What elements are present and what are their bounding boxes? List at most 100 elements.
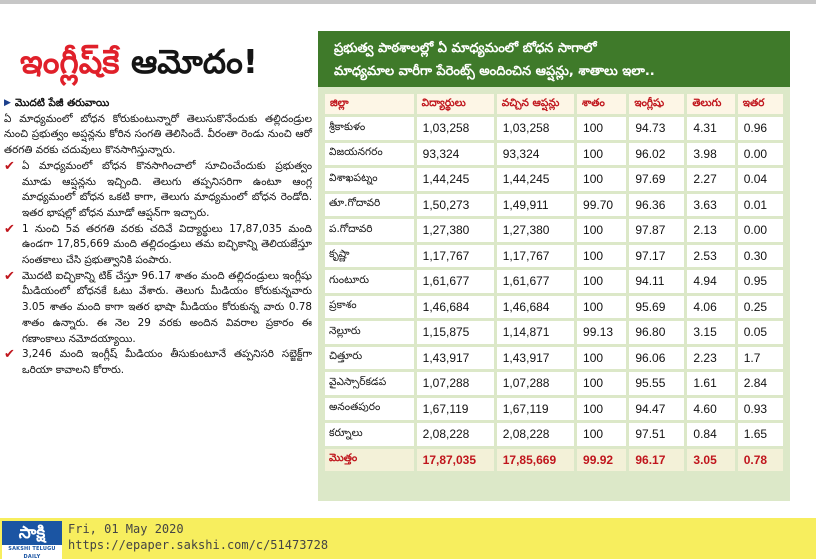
value-cell: 1,03,258 <box>496 117 575 140</box>
district-cell: ప్రకాశం <box>325 295 414 318</box>
value-cell: 0.00 <box>737 142 783 165</box>
table-row: విజయనగరం 93,324 93,324 100 96.02 3.98 0.00 <box>325 142 783 165</box>
col-district: జిల్లా <box>325 94 414 114</box>
value-cell: 0.84 <box>687 423 735 446</box>
article-point-text: మొదటి ఐచ్ఛికాన్ని టిక్ చేస్తూ 96.17 శాతం… <box>22 269 312 345</box>
col-other: ఇతర <box>737 94 783 114</box>
col-options: వచ్చిన ఆప్షన్లు <box>496 94 575 114</box>
value-cell: 4.31 <box>687 117 735 140</box>
value-cell: 100 <box>577 346 627 369</box>
value-cell: 96.02 <box>629 142 685 165</box>
value-cell: 100 <box>577 168 627 191</box>
article-point-text: 3,246 మంది ఇంగ్లీష్ మీడియం తీసుకుంటూనే త… <box>22 348 312 376</box>
value-cell: 4.94 <box>687 270 735 293</box>
table-row: అనంతపురం 1,67,119 1,67,119 100 94.47 4.60 0.93 <box>325 397 783 420</box>
value-cell: 100 <box>577 423 627 446</box>
table-row: వైఎస్సార్‌కడప 1,07,288 1,07,288 100 95.55 1.6… <box>325 372 783 395</box>
headline-black: ఆమోదం! <box>119 42 258 81</box>
table-row: ప్రకాశం 1,46,684 1,46,684 100 95.69 4.06 0.25 <box>325 295 783 318</box>
district-cell: వైఎస్సార్‌కడప <box>325 372 414 395</box>
value-cell: 3.15 <box>687 321 735 344</box>
value-cell: 1.65 <box>737 423 783 446</box>
value-cell: 0.30 <box>737 244 783 267</box>
panel-title-line-2: మాధ్యమాల వారీగా పేరెంట్స్ అందించిన ఆప్షన… <box>334 64 655 79</box>
article-body: ▶ మొదటి పేజీ తరువాయి ఏ మాధ్యమంలో బోధన కో… <box>4 96 312 514</box>
value-cell: 1.61 <box>687 372 735 395</box>
value-cell: 0.96 <box>737 117 783 140</box>
district-cell: విశాఖపట్నం <box>325 168 414 191</box>
value-cell: 1,46,684 <box>416 295 494 318</box>
value-cell: 96.06 <box>629 346 685 369</box>
district-cell: విజయనగరం <box>325 142 414 165</box>
district-cell: అనంతపురం <box>325 397 414 420</box>
article-point: ✔ ఏ మాధ్యమంలో బోధన కొనసాగించాలో సూచించేం… <box>4 159 312 222</box>
value-cell: 1,07,288 <box>416 372 494 395</box>
value-cell: 96.80 <box>629 321 685 344</box>
value-cell: 100 <box>577 142 627 165</box>
headline-red: ఇంగ్లీష్‌కే <box>20 42 120 81</box>
triangle-bullet-icon: ▶ <box>4 98 11 108</box>
value-cell: 100 <box>577 270 627 293</box>
table-row: నెల్లూరు 1,15,875 1,14,871 99.13 96.80 3.15 0.… <box>325 321 783 344</box>
value-cell: 100 <box>577 295 627 318</box>
value-cell: 2,08,228 <box>416 423 494 446</box>
value-cell: 17,87,035 <box>416 448 494 471</box>
value-cell: 1,67,119 <box>416 397 494 420</box>
value-cell: 1,17,767 <box>496 244 575 267</box>
value-cell: 1,61,677 <box>496 270 575 293</box>
check-icon: ✔ <box>4 158 15 174</box>
value-cell: 2,08,228 <box>496 423 575 446</box>
value-cell: 0.04 <box>737 168 783 191</box>
check-icon: ✔ <box>4 221 15 237</box>
value-cell: 0.01 <box>737 193 783 216</box>
value-cell: 1,49,911 <box>496 193 575 216</box>
value-cell: 1,17,767 <box>416 244 494 267</box>
logo-brand: సాక్షి <box>18 523 46 543</box>
value-cell: 96.17 <box>629 448 685 471</box>
value-cell: 1,44,245 <box>496 168 575 191</box>
value-cell: 1,27,380 <box>416 219 494 242</box>
value-cell: 97.87 <box>629 219 685 242</box>
article-point: ✔ 1 నుంచి 5వ తరగతి వరకు చదివే విద్యార్థు… <box>4 222 312 269</box>
sakshi-logo: సాక్షి SAKSHI TELUGU DAILY <box>2 521 62 559</box>
district-cell: శ్రీకాకుళం <box>325 117 414 140</box>
value-cell: 96.36 <box>629 193 685 216</box>
table-total-row: మొత్తం 17,87,035 17,85,669 99.92 96.17 3.05 0.… <box>325 448 783 471</box>
check-icon: ✔ <box>4 347 15 363</box>
article-point: ✔ మొదటి ఐచ్ఛికాన్ని టిక్ చేస్తూ 96.17 శా… <box>4 269 312 348</box>
value-cell: 0.00 <box>737 219 783 242</box>
col-telugu: తెలుగు <box>687 94 735 114</box>
district-cell: నెల్లూరు <box>325 321 414 344</box>
value-cell: 100 <box>577 372 627 395</box>
value-cell: 1,46,684 <box>496 295 575 318</box>
table-row: కర్నూలు 2,08,228 2,08,228 100 97.51 0.84 1.65 <box>325 423 783 446</box>
value-cell: 0.93 <box>737 397 783 420</box>
value-cell: 93,324 <box>496 142 575 165</box>
value-cell: 0.25 <box>737 295 783 318</box>
value-cell: 2.53 <box>687 244 735 267</box>
value-cell: 3.98 <box>687 142 735 165</box>
district-table: జిల్లా విద్యార్థులు వచ్చిన ఆప్షన్లు శాతం… <box>322 91 786 474</box>
value-cell: 95.69 <box>629 295 685 318</box>
article-point-text: ఏ మాధ్యమంలో బోధన కొనసాగించాలో సూచించేందు… <box>22 159 312 219</box>
value-cell: 2.27 <box>687 168 735 191</box>
check-icon: ✔ <box>4 268 15 284</box>
panel-title-line-1: ప్రభుత్వ పాఠశాలల్లో ఏ మాధ్యమంలో బోధన సాగ… <box>334 41 597 56</box>
value-cell: 2.23 <box>687 346 735 369</box>
value-cell: 1,07,288 <box>496 372 575 395</box>
value-cell: 100 <box>577 397 627 420</box>
table-row: కృష్ణా 1,17,767 1,17,767 100 97.17 2.53 0.30 <box>325 244 783 267</box>
value-cell: 1,03,258 <box>416 117 494 140</box>
footer-bar: సాక్షి SAKSHI TELUGU DAILY Fri, 01 May 2… <box>0 518 816 559</box>
value-cell: 4.60 <box>687 397 735 420</box>
value-cell: 2.84 <box>737 372 783 395</box>
source-url[interactable]: https://epaper.sakshi.com/c/51473728 <box>68 538 329 552</box>
value-cell: 1,67,119 <box>496 397 575 420</box>
value-cell: 0.95 <box>737 270 783 293</box>
district-cell: ప.గోదావరి <box>325 219 414 242</box>
footer-text: Fri, 01 May 2020 https://epaper.sakshi.c… <box>68 521 328 553</box>
table-row: ప.గోదావరి 1,27,380 1,27,380 100 97.87 2.13 0.0… <box>325 219 783 242</box>
table-row: విశాఖపట్నం 1,44,245 1,44,245 100 97.69 2.27 0.… <box>325 168 783 191</box>
value-cell: 0.05 <box>737 321 783 344</box>
value-cell: 1,14,871 <box>496 321 575 344</box>
